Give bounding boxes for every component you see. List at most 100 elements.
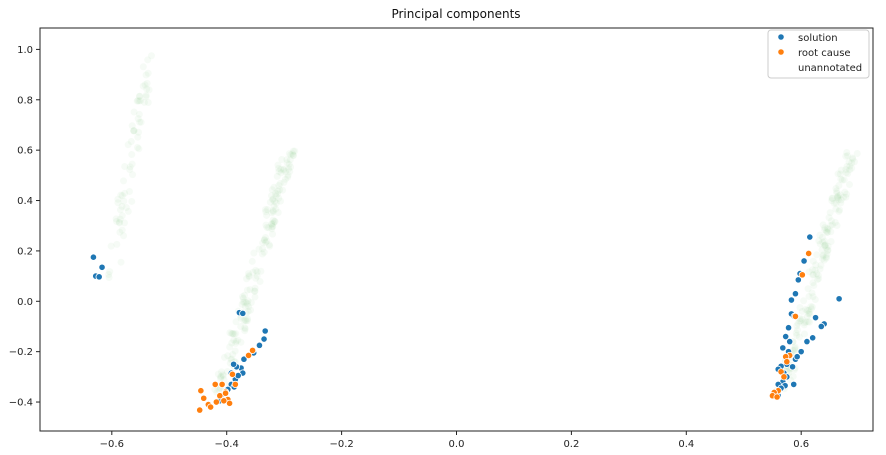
- unannotated-point: [272, 192, 280, 200]
- unannotated-point: [844, 152, 852, 160]
- root-cause-point: [196, 406, 204, 414]
- unannotated-point: [116, 219, 124, 227]
- unannotated-point: [120, 219, 128, 227]
- unannotated-point: [127, 137, 135, 145]
- unannotated-point: [136, 118, 144, 126]
- unannotated-point: [827, 238, 835, 246]
- unannotated-point: [823, 224, 831, 232]
- unannotated-point: [262, 206, 270, 214]
- root-cause-point: [200, 394, 208, 402]
- unannotated-point: [828, 194, 836, 202]
- unannotated-point: [274, 209, 282, 217]
- unannotated-point: [848, 164, 856, 172]
- solution-point: [95, 273, 103, 281]
- unannotated-point: [811, 296, 819, 304]
- unannotated-point: [793, 331, 801, 339]
- unannotated-point: [230, 330, 238, 338]
- unannotated-point: [836, 170, 844, 178]
- unannotated-point: [256, 278, 264, 286]
- unannotated-point: [817, 261, 825, 269]
- unannotated-point: [113, 217, 121, 225]
- unannotated-point: [145, 86, 153, 94]
- unannotated-point: [797, 317, 805, 325]
- root-cause-point: [244, 351, 253, 360]
- unannotated-point: [275, 168, 283, 176]
- unannotated-point: [275, 194, 283, 202]
- chart-title: Principal components: [391, 7, 520, 21]
- solution-point: [230, 360, 238, 368]
- unannotated-point: [819, 238, 827, 246]
- unannotated-point: [289, 151, 297, 159]
- unannotated-point: [822, 244, 830, 252]
- unannotated-point: [276, 197, 284, 205]
- unannotated-point: [268, 223, 276, 231]
- unannotated-point: [229, 350, 237, 358]
- solution-point: [811, 314, 820, 322]
- unannotated-point: [271, 217, 279, 225]
- unannotated-point: [269, 219, 277, 227]
- solution-point: [786, 337, 794, 346]
- unannotated-point: [822, 253, 830, 261]
- unannotated-point: [243, 317, 251, 325]
- unannotated-point: [113, 240, 121, 248]
- unannotated-point: [813, 270, 821, 278]
- unannotated-point: [807, 305, 815, 313]
- unannotated-point: [800, 297, 808, 305]
- unannotated-point: [805, 310, 813, 318]
- unannotated-point: [809, 279, 817, 287]
- unannotated-point: [130, 127, 138, 135]
- x-tick-label: 0.6: [793, 439, 809, 450]
- unannotated-point: [241, 327, 249, 335]
- unannotated-point: [796, 303, 804, 311]
- unannotated-point: [813, 251, 821, 259]
- unannotated-point: [130, 108, 138, 116]
- unannotated-point: [242, 317, 250, 325]
- unannotated-point: [804, 318, 812, 326]
- unannotated-point: [846, 166, 854, 174]
- unannotated-point: [251, 287, 259, 295]
- unannotated-point: [237, 322, 245, 330]
- unannotated-point: [133, 97, 141, 105]
- unannotated-point: [805, 292, 813, 300]
- unannotated-point: [834, 196, 842, 204]
- x-tick-label: 0.0: [449, 439, 465, 450]
- unannotated-point: [240, 317, 248, 325]
- unannotated-point: [819, 251, 827, 259]
- unannotated-point: [828, 195, 836, 203]
- solution-point: [261, 327, 269, 335]
- unannotated-point: [134, 115, 142, 123]
- unannotated-point: [789, 372, 797, 380]
- unannotated-point: [269, 208, 277, 216]
- legend-label: unannotated: [798, 63, 862, 74]
- unannotated-point: [116, 215, 124, 223]
- unannotated-point: [226, 343, 234, 351]
- legend-marker: [777, 48, 785, 56]
- y-tick-label: 0.0: [17, 297, 33, 308]
- unannotated-point: [810, 282, 818, 290]
- unannotated-point: [795, 333, 803, 341]
- solution-point: [809, 334, 817, 342]
- unannotated-point: [809, 293, 817, 301]
- unannotated-point: [231, 347, 239, 355]
- unannotated-point: [815, 237, 823, 245]
- unannotated-point: [245, 270, 253, 278]
- unannotated-point: [244, 307, 252, 315]
- solution-point: [794, 276, 802, 284]
- unannotated-point: [818, 246, 826, 254]
- unannotated-point: [798, 307, 806, 315]
- annotated-points-layer: [89, 233, 843, 414]
- unannotated-point: [142, 93, 150, 101]
- unannotated-point: [247, 306, 255, 314]
- unannotated-point: [828, 217, 836, 225]
- unannotated-point: [245, 272, 253, 280]
- solution-point: [89, 253, 98, 261]
- unannotated-point: [843, 149, 851, 157]
- unannotated-point: [272, 205, 280, 213]
- unannotated-point: [105, 274, 113, 282]
- unannotated-point: [266, 242, 274, 250]
- unannotated-point: [791, 346, 799, 354]
- unannotated-point: [147, 52, 155, 60]
- unannotated-point: [816, 231, 824, 239]
- unannotated-point: [268, 225, 276, 233]
- unannotated-point: [120, 232, 128, 240]
